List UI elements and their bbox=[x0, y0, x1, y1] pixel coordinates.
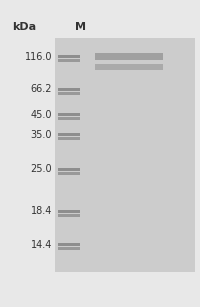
Text: 116.0: 116.0 bbox=[24, 52, 52, 61]
Text: 25.0: 25.0 bbox=[30, 165, 52, 174]
Bar bbox=[58, 88, 80, 91]
Text: kDa: kDa bbox=[12, 22, 36, 32]
Text: M: M bbox=[74, 22, 86, 32]
Bar bbox=[58, 168, 80, 171]
Text: 18.4: 18.4 bbox=[31, 207, 52, 216]
Text: 14.4: 14.4 bbox=[31, 239, 52, 250]
Bar bbox=[58, 172, 80, 175]
Bar bbox=[58, 243, 80, 246]
Bar bbox=[58, 55, 80, 58]
Bar bbox=[58, 117, 80, 120]
Text: 45.0: 45.0 bbox=[30, 110, 52, 119]
Bar bbox=[58, 210, 80, 213]
Bar bbox=[58, 59, 80, 62]
Bar bbox=[95, 53, 163, 60]
Bar bbox=[95, 64, 163, 70]
Bar bbox=[58, 214, 80, 217]
Bar bbox=[58, 92, 80, 95]
Bar bbox=[58, 133, 80, 136]
Text: 35.0: 35.0 bbox=[30, 130, 52, 139]
Bar bbox=[58, 247, 80, 250]
Text: 66.2: 66.2 bbox=[30, 84, 52, 95]
Bar bbox=[58, 113, 80, 116]
Bar bbox=[58, 137, 80, 140]
Bar bbox=[55, 38, 195, 272]
